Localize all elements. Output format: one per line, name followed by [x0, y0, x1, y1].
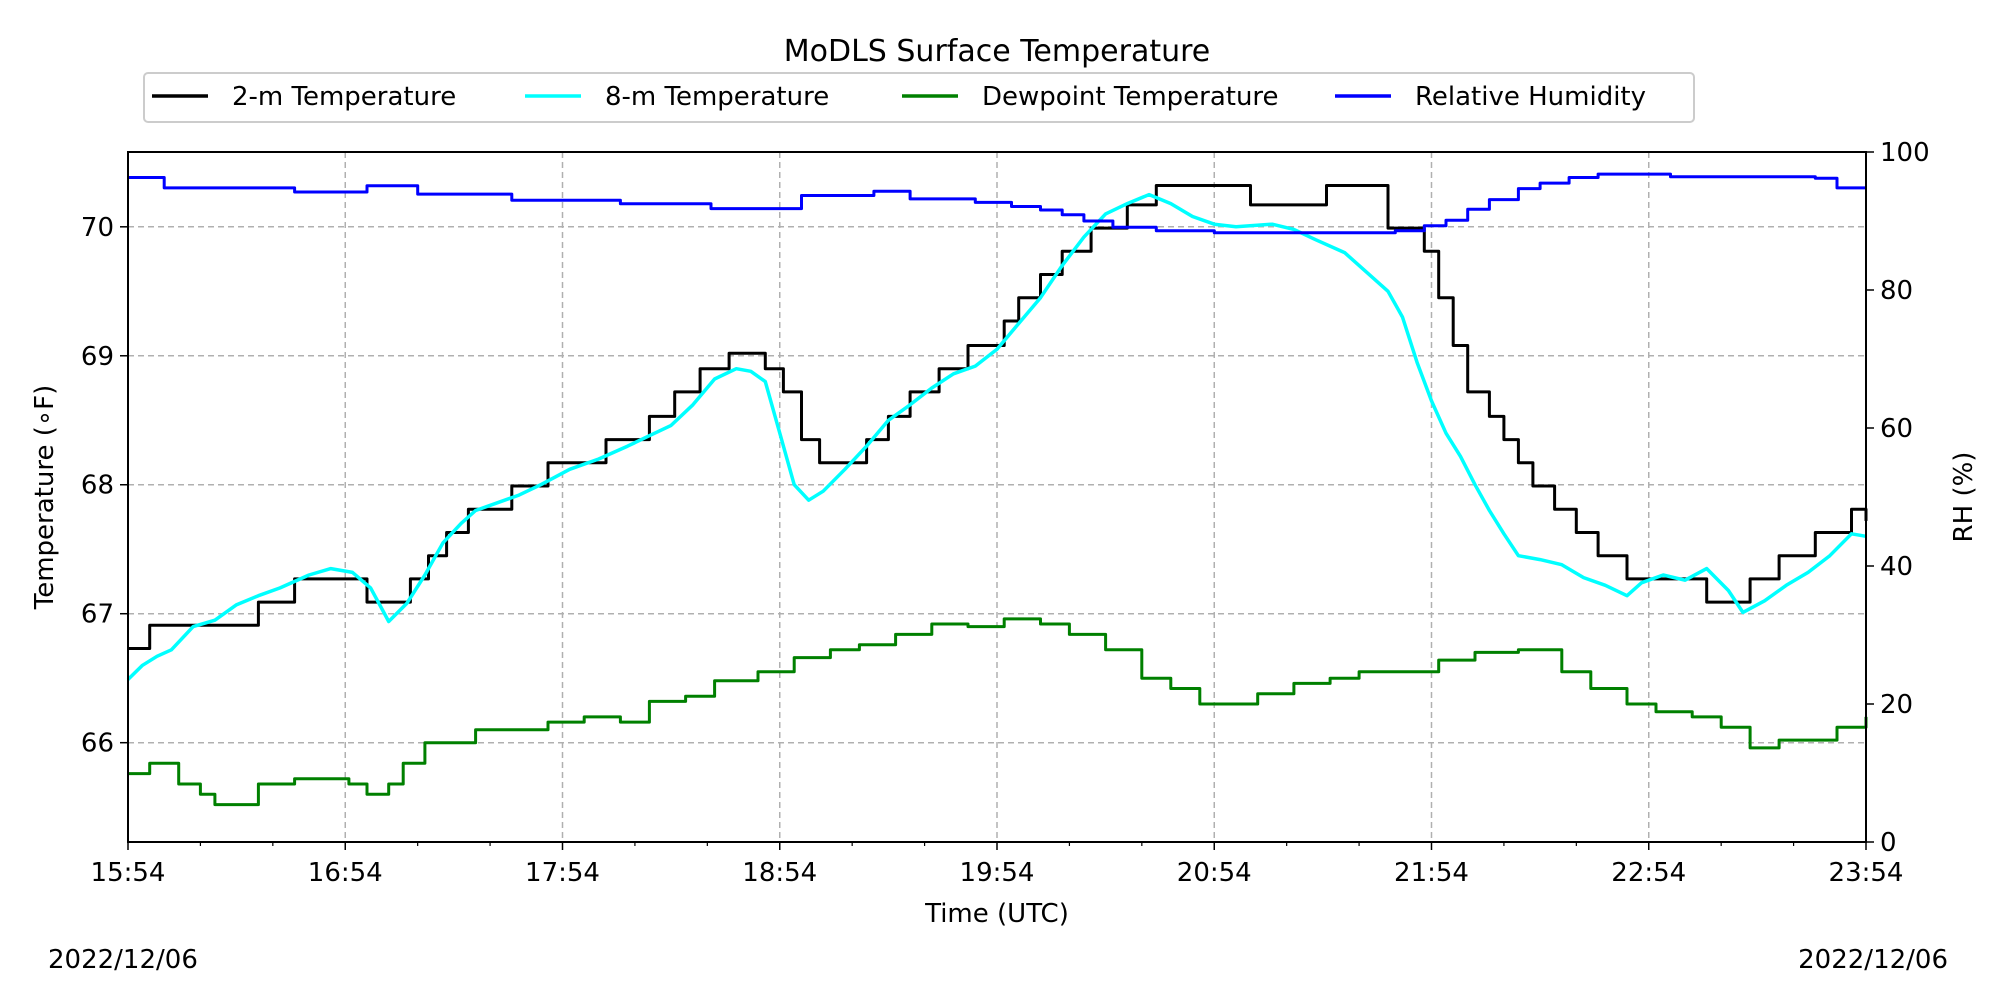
series-line-2-m-temperature — [128, 184, 1868, 650]
series-line-dewpoint-temperature — [128, 617, 1868, 807]
y-right-tick-label: 20 — [1880, 690, 1913, 720]
y-axis-right-ticks: 0 20 40 60 80 100 — [1866, 138, 1930, 858]
x-tick-label: 21:54 — [1394, 858, 1469, 888]
x-axis-ticks: 15:54 16:54 17:54 18:54 19:54 20:54 21:54 22:54… — [91, 842, 1904, 888]
legend: 2-m Temperature 8-m Temperature Dewpoint T… — [143, 72, 1695, 123]
y-right-tick-label: 40 — [1880, 552, 1913, 582]
y-right-tick-label: 100 — [1880, 138, 1930, 168]
legend-label-2-m-temperature: 2-m Temperature — [232, 82, 456, 112]
x-axis-label: Time (UTC) — [924, 899, 1069, 929]
x-tick-label: 22:54 — [1611, 858, 1686, 888]
x-tick-label: 18:54 — [742, 858, 817, 888]
x-tick-label: 17:54 — [525, 858, 600, 888]
y-left-tick-label: 70 — [81, 213, 114, 243]
series-line-relative-humidity — [128, 172, 1866, 235]
x-tick-label: 19:54 — [960, 858, 1035, 888]
y-right-tick-label: 0 — [1880, 828, 1897, 858]
y-left-tick-label: 68 — [81, 471, 114, 501]
series-lines — [126, 172, 1868, 807]
y-axis-left-ticks: 66 67 68 69 70 — [81, 213, 128, 759]
x-tick-label: 16:54 — [308, 858, 383, 888]
y-right-tick-label: 60 — [1880, 414, 1913, 444]
y-right-tick-label: 80 — [1880, 276, 1913, 306]
x-tick-label: 15:54 — [91, 858, 166, 888]
legend-label-dewpoint-temperature: Dewpoint Temperature — [982, 82, 1279, 112]
y-axis-right-label: RH (%) — [1949, 452, 1979, 543]
x-tick-label: 23:54 — [1829, 858, 1904, 888]
y-left-tick-label: 69 — [81, 342, 114, 372]
y-axis-left-label: Temperature (∘F) — [30, 385, 60, 610]
chart-title: MoDLS Surface Temperature — [784, 34, 1211, 69]
date-label-left: 2022/12/06 — [48, 945, 198, 975]
legend-label-relative-humidity: Relative Humidity — [1415, 82, 1646, 112]
date-label-right: 2022/12/06 — [1798, 945, 1948, 975]
grid-lines — [127, 152, 1867, 842]
legend-label-8-m-temperature: 8-m Temperature — [605, 82, 829, 112]
y-left-tick-label: 67 — [81, 600, 114, 630]
y-left-tick-label: 66 — [81, 729, 114, 759]
series-line-8-m-temperature — [126, 192, 1867, 681]
x-tick-label: 20:54 — [1177, 858, 1252, 888]
